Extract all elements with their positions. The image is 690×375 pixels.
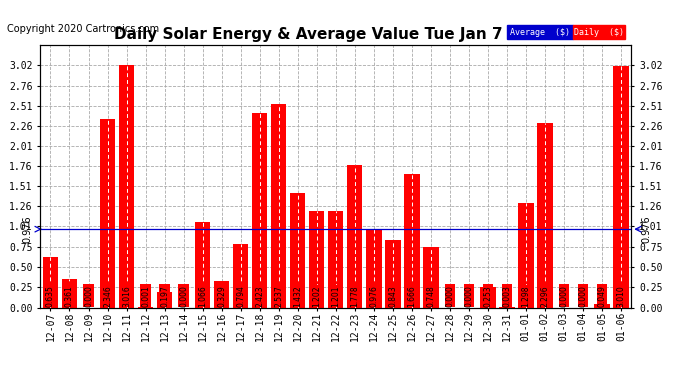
Bar — [594, 304, 610, 307]
Text: 0.000: 0.000 — [560, 285, 569, 307]
Bar — [518, 203, 533, 308]
Text: Copyright 2020 Cartronics.com: Copyright 2020 Cartronics.com — [7, 24, 159, 34]
Title: Daily Solar Energy & Average Value Tue Jan 7 16:29: Daily Solar Energy & Average Value Tue J… — [115, 27, 557, 42]
Text: 0.253: 0.253 — [483, 285, 492, 307]
Bar — [100, 119, 115, 308]
Text: 0.794: 0.794 — [236, 285, 245, 307]
Text: 0.976: 0.976 — [641, 215, 651, 243]
Bar — [233, 244, 248, 308]
Bar — [271, 104, 286, 308]
Bar — [43, 256, 58, 307]
Bar — [195, 222, 210, 308]
Text: 1.201: 1.201 — [331, 285, 340, 307]
Text: 2.296: 2.296 — [540, 285, 549, 307]
Text: 2.423: 2.423 — [255, 285, 264, 307]
Text: 0.000: 0.000 — [84, 285, 93, 307]
Bar — [214, 281, 229, 308]
Text: 0.748: 0.748 — [426, 285, 435, 307]
Bar — [404, 174, 420, 308]
Text: 0.197: 0.197 — [160, 285, 169, 307]
Text: 0.843: 0.843 — [388, 285, 397, 307]
Text: 0.049: 0.049 — [598, 285, 607, 307]
Text: 0.001: 0.001 — [141, 285, 150, 307]
Bar — [252, 113, 268, 308]
Bar — [347, 165, 362, 308]
Bar — [119, 65, 135, 308]
Text: Daily  ($): Daily ($) — [574, 28, 624, 37]
Bar — [61, 279, 77, 308]
Text: 0.976: 0.976 — [23, 215, 32, 243]
Text: 1.432: 1.432 — [293, 285, 302, 307]
Text: 0.976: 0.976 — [369, 285, 378, 307]
Text: 0.000: 0.000 — [464, 285, 473, 307]
Bar — [157, 292, 172, 308]
Bar — [385, 240, 400, 308]
Text: 2.537: 2.537 — [274, 285, 283, 307]
Text: 0.635: 0.635 — [46, 285, 55, 307]
Bar — [366, 229, 382, 308]
Text: 3.016: 3.016 — [122, 285, 131, 307]
Text: 0.000: 0.000 — [445, 285, 454, 307]
Bar — [309, 211, 324, 308]
Text: 1.202: 1.202 — [312, 285, 321, 307]
Text: 0.003: 0.003 — [502, 285, 511, 307]
Bar — [328, 211, 344, 308]
Bar — [613, 66, 629, 308]
Text: 1.066: 1.066 — [198, 285, 207, 307]
Text: 0.000: 0.000 — [578, 285, 587, 307]
Bar — [480, 287, 495, 308]
Text: 0.329: 0.329 — [217, 285, 226, 307]
Bar — [423, 248, 439, 308]
Text: 2.346: 2.346 — [103, 285, 112, 307]
Text: 0.361: 0.361 — [65, 285, 74, 307]
Bar — [290, 192, 306, 308]
Text: 1.666: 1.666 — [407, 285, 416, 307]
Text: 1.298: 1.298 — [522, 285, 531, 307]
Text: Average  ($): Average ($) — [510, 28, 570, 37]
Text: 1.778: 1.778 — [351, 285, 359, 307]
Text: 3.010: 3.010 — [616, 285, 625, 307]
Text: 0.000: 0.000 — [179, 285, 188, 307]
Bar — [537, 123, 553, 308]
